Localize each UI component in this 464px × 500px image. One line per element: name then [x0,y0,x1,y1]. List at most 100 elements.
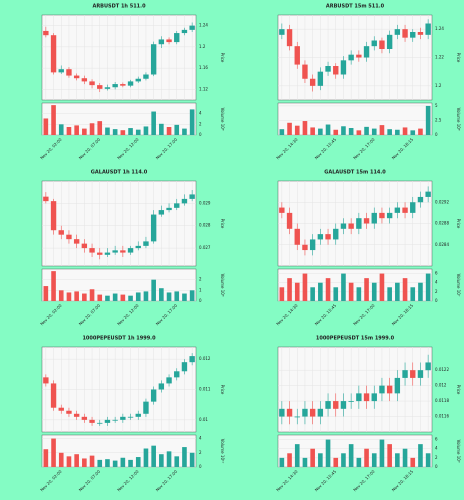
x-tick-label: Nov 20, 14:30 [275,303,299,327]
volume-axis-label: Volume 10⁹ [456,440,461,463]
volume-bar [189,452,195,467]
candle-body [340,401,347,409]
y-tick-label: 1.16 [199,65,208,70]
volume-bar [287,453,292,467]
y-tick-label: 0.0292 [435,199,449,204]
candle-body [402,370,408,378]
candle-body [394,29,401,35]
volume-bar [74,125,79,135]
volume-bar [325,124,331,135]
volume-bar [51,271,56,301]
candle-body [410,202,416,213]
candle-body [143,241,149,246]
x-tick-label: Nov 20, 17:00 [155,303,179,327]
volume-bar [356,457,362,467]
volume-bar [318,453,323,467]
volume-bar [128,459,133,467]
volume-bar [151,279,156,301]
y-axis-label: Price [456,53,461,63]
volume-bar [279,287,285,301]
y-tick-label: 1.2 [435,83,442,88]
y-axis-label: Price [220,385,225,395]
candle-body [363,218,370,224]
y-tick-label: 0.012 [435,383,447,388]
volume-bar [159,454,164,467]
candle-body [89,419,95,423]
x-tick-label: Nov 20, 07:00 [78,303,102,327]
volume-panel [41,434,197,468]
volume-tick-label: 0 [435,464,438,469]
candle-body [417,370,424,378]
y-tick-label: 0.028 [199,223,211,228]
candle-body [81,243,88,249]
y-axis-label: Price [220,219,225,229]
volume-bar [182,293,187,301]
volume-bar [402,127,408,135]
y-tick-label: 1.24 [199,23,208,28]
candle-body [158,39,165,45]
x-tick-label: Nov 20, 07:00 [78,137,102,161]
x-tick-label: Nov 20, 15:45 [314,469,338,493]
candle-body [402,29,408,38]
volume-tick-label: 6 [435,271,438,276]
x-tick-label: Nov 20, 17:00 [155,137,179,161]
volume-bar [341,453,346,467]
volume-bar [120,130,126,135]
volume-bar [112,293,118,301]
volume-bar [356,287,362,301]
candle-body [333,66,339,75]
candle-body [379,40,385,49]
chart-title: ARBUSDT 15m 511.0 [326,4,385,10]
x-tick-label: Nov 20, 12:00 [116,303,140,327]
volume-bar [189,109,195,135]
candle-body [402,207,408,213]
x-tick-label: Nov 20, 18:15 [391,137,415,161]
candle-body [104,419,111,423]
x-tick-label: Nov 20, 02:00 [39,137,63,161]
candle-body [89,81,95,86]
volume-bar [43,286,49,301]
candle-body [50,201,57,231]
candle-body [333,401,339,409]
candle-body [309,78,316,86]
candle-body [97,422,103,424]
volume-bar [287,122,292,135]
candle-body [127,416,134,418]
y-tick-label: 1.22 [435,55,444,60]
volume-axis-label: Volume 10⁸ [220,274,225,297]
volume-bar [279,457,285,467]
volume-bar [135,129,141,135]
x-tick-label: Nov 20, 18:15 [391,303,415,327]
volume-axis-label: Volume 10¹⁰ [220,439,225,464]
volume-bar [371,453,377,467]
candle-body [66,410,72,414]
candle-body [81,78,88,82]
volume-bar [66,127,72,135]
candle-body [317,408,324,417]
candle-body [279,207,285,213]
volume-bar [364,126,369,135]
volume-bar [166,451,172,467]
volume-bar [402,448,408,467]
candle-body [394,377,401,394]
volume-bar [166,292,172,301]
candle-body [379,212,385,219]
candle-body [348,401,354,402]
volume-bar [89,123,95,135]
volume-bar [151,111,156,135]
candle-body [325,401,331,409]
volume-tick-label: 0 [435,132,438,137]
volume-panel [41,102,197,136]
y-tick-label: 1.12 [199,86,208,91]
volume-bar [310,287,315,301]
candle-body [66,69,72,76]
volume-bar [379,273,385,301]
candle-body [302,408,308,417]
candle-body [66,234,72,240]
volume-bar [294,282,300,301]
volume-bar [182,447,187,467]
volume-bar [143,291,149,301]
candle-body [348,223,354,229]
volume-bar [51,105,56,135]
candle-body [386,385,393,394]
